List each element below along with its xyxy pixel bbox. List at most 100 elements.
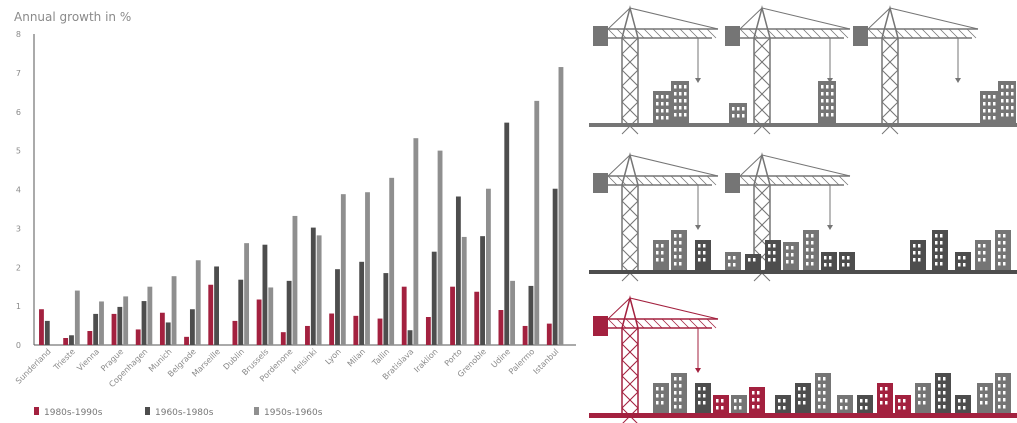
bar [238,279,244,345]
x-tick-label: Udine [489,347,512,370]
bar [268,287,274,345]
building [877,383,893,413]
bar [474,291,480,345]
building [803,230,819,270]
building [671,373,687,413]
x-tick-label: Trieste [51,347,77,373]
bar [340,194,346,345]
counterweight [853,26,868,46]
building [765,240,781,270]
bar [147,286,153,345]
x-tick-labels: Sunderland TriesteViennaPragueCopenhagenM… [14,347,561,389]
bar [117,306,123,345]
bar [74,290,80,345]
bar [256,299,262,345]
bar [480,236,485,345]
crane [593,295,719,423]
bar [552,188,558,345]
bar [39,309,44,345]
x-tick-label: Vienna [75,347,101,373]
building [839,252,855,270]
legend: 1980s-1990s 1960s-1980s 1950s-1960s [34,407,323,418]
bar [425,317,431,345]
building [795,383,811,413]
bar [63,338,69,345]
bar [189,309,195,345]
counterweight [593,173,608,193]
crane [593,5,719,135]
building [818,81,836,123]
bar [159,312,165,345]
building [653,240,669,270]
counterweight [593,26,608,46]
x-tick-label: Tallin [370,347,391,368]
bar [69,335,74,345]
legend-item: 1960s-1980s [145,407,214,418]
bar [498,310,504,345]
bar [353,315,359,345]
building [932,230,948,270]
y-tick-label: 6 [16,108,21,117]
y-tick-label: 0 [16,341,21,350]
y-tick-label: 5 [16,147,21,156]
building [695,240,711,270]
ground-line [589,123,1017,127]
legend-label: 1950s-1960s [264,408,323,418]
building [955,395,971,413]
legend-item: 1950s-1960s [254,407,323,418]
bar [135,329,141,345]
building [671,230,687,270]
bar [546,323,552,345]
bar [305,325,310,345]
y-ticks: 0 1 2 3 4 5 6 7 8 [16,30,21,350]
bar [437,150,443,345]
bar [485,188,491,345]
ground-line [589,270,1017,274]
bar [44,320,50,345]
bar [534,100,540,346]
bar [165,322,171,345]
legend-label: 1960s-1980s [155,408,214,418]
building [895,395,911,413]
building [695,383,711,413]
hook [827,78,833,83]
bar [389,177,395,345]
hook [695,78,701,83]
bar [123,296,129,345]
bar [292,215,298,345]
building [955,252,971,270]
bar [455,196,461,345]
y-tick-label: 1 [16,302,21,311]
bar [87,331,93,345]
bar [413,138,419,345]
bar [195,260,201,345]
building [977,383,993,413]
bars [39,67,564,346]
building [731,395,747,413]
bar [431,251,437,345]
legend-swatch [254,407,259,415]
bar [141,301,147,345]
construction-cranes-illustration [589,5,1017,423]
building [821,252,837,270]
bar [450,286,455,345]
legend-label: 1980s-1990s [44,408,103,418]
bar [461,236,467,345]
building [975,240,991,270]
building [910,240,926,270]
building [749,387,765,413]
y-tick-label: 8 [16,30,21,39]
bar [93,313,99,345]
x-tick-label: Lyon [324,347,343,366]
building [729,103,747,123]
building [745,254,761,270]
y-axis-label: Annual growth in % [14,10,131,24]
bar [359,261,365,345]
bar [504,122,510,345]
bar [111,313,117,345]
bar [510,280,516,345]
bar [232,320,238,345]
building [725,252,741,270]
x-tick-label: Sunderland [14,347,53,386]
